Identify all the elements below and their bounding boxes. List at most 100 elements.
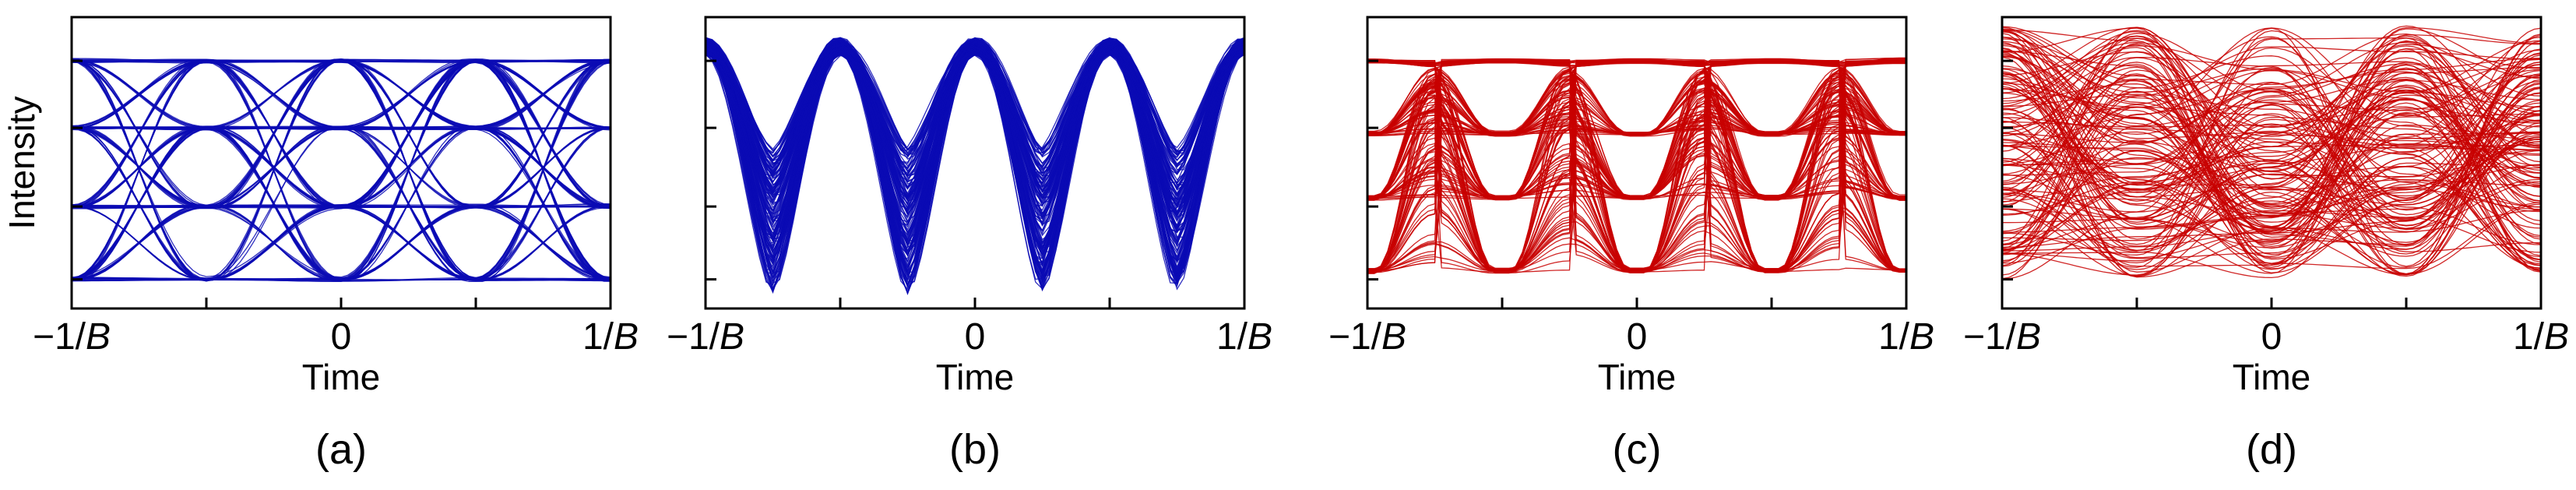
eye-trace	[2002, 86, 2541, 226]
eye-trace	[2002, 52, 2541, 276]
eye-trace	[72, 59, 611, 280]
eye-trace	[2002, 123, 2541, 252]
eye-trace	[72, 61, 611, 282]
eye-trace	[72, 127, 611, 279]
eye-trace	[2002, 37, 2541, 272]
eye-trace	[2002, 37, 2541, 129]
eye-trace	[72, 59, 611, 282]
eye-trace	[72, 60, 611, 280]
x-axis-label: Time	[936, 357, 1015, 397]
eye-trace	[72, 59, 611, 280]
eye-trace	[2002, 134, 2541, 277]
eye-trace	[2002, 27, 2541, 267]
eye-trace	[2002, 47, 2541, 251]
eye-trace	[72, 60, 611, 282]
eye-trace	[72, 58, 611, 279]
x-tick-label: 0	[331, 316, 352, 358]
eye-trace	[2002, 68, 2541, 213]
eye-trace	[72, 61, 611, 208]
eye-trace	[72, 62, 611, 280]
eye-trace	[72, 59, 611, 280]
eye-trace	[2002, 55, 2541, 208]
x-axis-label: Time	[2233, 357, 2311, 397]
eye-trace	[72, 59, 611, 280]
eye-trace	[2002, 38, 2541, 221]
trace-group	[1367, 57, 1906, 274]
panel-a: −1/B 0 1/B Time Intensity (a)	[2, 16, 639, 473]
eye-trace	[72, 127, 611, 209]
eye-trace	[72, 127, 611, 207]
eye-trace	[72, 61, 611, 282]
eye-trace	[2002, 58, 2541, 254]
eye-trace	[72, 59, 611, 281]
eye-trace	[72, 127, 611, 208]
eye-trace	[72, 59, 611, 280]
eye-trace	[72, 59, 611, 280]
eye-trace	[2002, 27, 2541, 205]
eye-trace	[72, 204, 611, 280]
eye-trace	[706, 38, 1244, 280]
eye-trace	[72, 58, 611, 280]
eye-trace	[2002, 26, 2541, 252]
eye-trace	[72, 60, 611, 282]
eye-trace	[72, 59, 611, 281]
x-axis-label: Time	[302, 357, 381, 397]
eye-trace	[72, 60, 611, 280]
eye-trace	[72, 60, 611, 278]
eye-trace	[706, 37, 1244, 264]
eye-trace	[2002, 51, 2541, 265]
eye-trace	[72, 59, 611, 280]
eye-trace	[2002, 26, 2541, 242]
eye-trace	[2002, 26, 2541, 178]
eye-trace	[706, 38, 1244, 256]
eye-trace	[72, 59, 611, 280]
eye-trace	[2002, 63, 2541, 220]
panel-label: (c)	[1613, 426, 1662, 473]
eye-trace	[2002, 30, 2541, 240]
eye-trace	[72, 204, 611, 280]
eye-trace	[72, 60, 611, 280]
eye-trace	[2002, 84, 2541, 247]
eye-trace	[72, 58, 611, 129]
eye-trace	[2002, 105, 2541, 277]
x-axis-label: Time	[1598, 357, 1677, 397]
eye-trace	[72, 60, 611, 278]
eye-trace	[72, 60, 611, 281]
eye-trace	[72, 60, 611, 282]
eye-trace	[1367, 62, 1906, 272]
x-tick-label: 1/B	[582, 316, 639, 358]
eye-trace	[1367, 60, 1906, 273]
trace-group	[72, 58, 611, 283]
eye-trace	[72, 60, 611, 280]
eye-trace	[1367, 59, 1906, 273]
x-tick-label: 1/B	[1878, 316, 1934, 358]
eye-trace	[72, 59, 611, 280]
eye-trace	[72, 206, 611, 280]
eye-trace	[2002, 79, 2541, 186]
eye-trace	[2002, 33, 2541, 275]
eye-trace	[72, 61, 611, 282]
trace-group	[706, 37, 1244, 295]
panel-c: −1/B 0 1/B Time (c)	[1328, 16, 1934, 473]
eye-trace	[72, 60, 611, 280]
eye-trace	[1367, 58, 1906, 272]
eye-trace	[72, 58, 611, 280]
eye-trace	[72, 127, 611, 207]
eye-trace	[2002, 112, 2541, 270]
eye-trace	[72, 60, 611, 280]
eye-trace	[2002, 50, 2541, 254]
eye-trace	[72, 60, 611, 280]
y-axis-label: Intensity	[2, 96, 42, 229]
eye-trace	[2002, 118, 2541, 270]
eye-trace	[2002, 104, 2541, 206]
eye-trace	[72, 60, 611, 280]
eye-trace	[2002, 47, 2541, 273]
eye-trace	[72, 60, 611, 280]
panel-d: −1/B 0 1/B Time (d)	[1963, 16, 2569, 473]
eye-trace	[2002, 25, 2541, 186]
eye-trace	[72, 59, 611, 280]
eye-trace	[72, 61, 611, 280]
x-tick-label: −1/B	[33, 316, 111, 358]
panel-label: (b)	[949, 426, 1001, 473]
